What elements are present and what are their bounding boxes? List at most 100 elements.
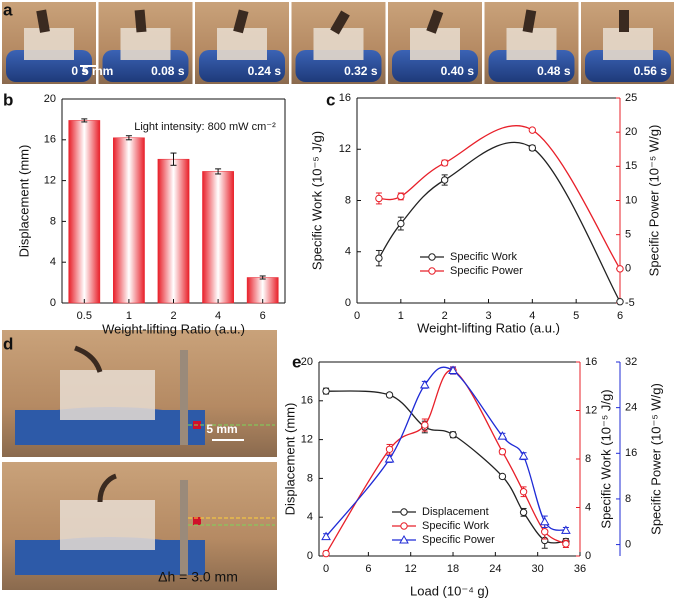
x-tick-label: 6 — [260, 310, 266, 322]
x-tick-label: 0.5 — [77, 310, 92, 322]
x-tick-label: 4 — [215, 310, 221, 322]
axis-label: Weight-lifting Ratio (a.u.) — [417, 320, 560, 335]
time-label: 0 s — [71, 64, 88, 78]
y-tick-label: 24 — [625, 402, 637, 414]
axis-label: Specific Power (10⁻⁵ W/g) — [646, 125, 661, 277]
x-tick-label: 1 — [126, 310, 132, 322]
time-label: 0.08 s — [151, 64, 185, 78]
y-tick-label: 25 — [625, 92, 637, 104]
axis-label: Displacement (mm) — [16, 145, 31, 258]
scale-label: 5 mm — [206, 422, 237, 436]
marker — [385, 445, 394, 453]
film — [97, 473, 117, 503]
x-tick-label: 5 — [573, 310, 579, 322]
y-tick-label: 4 — [345, 246, 351, 258]
y-tick-label: 0 — [345, 297, 351, 309]
film — [74, 345, 103, 373]
y-tick-label: 0 — [50, 297, 56, 309]
bar — [113, 137, 145, 304]
axis-label: Specific Work (10⁻⁵ J/g) — [309, 131, 324, 270]
series-line — [378, 141, 621, 303]
bar — [157, 158, 190, 304]
gel — [603, 28, 653, 60]
y-tick-label: 12 — [301, 434, 313, 446]
film — [233, 9, 249, 34]
y-tick-label: 15 — [625, 160, 637, 172]
film — [134, 9, 147, 33]
y-tick-label: 20 — [301, 356, 313, 368]
panel-label: a — [3, 0, 13, 19]
x-tick-label: 36 — [574, 563, 586, 575]
marker — [428, 253, 436, 261]
y-tick-label: 16 — [339, 92, 351, 104]
legend-label: Specific Work — [422, 520, 490, 532]
gel — [60, 500, 155, 550]
y-tick-label: 0 — [625, 538, 631, 550]
rod — [180, 350, 188, 445]
x-tick-label: 0 — [354, 310, 360, 322]
marker — [193, 517, 201, 525]
error-bar — [215, 168, 222, 175]
series-line — [378, 124, 621, 270]
y-tick-label: 20 — [625, 126, 637, 138]
legend-label: Specific Power — [450, 265, 523, 277]
annotation: Light intensity: 800 mW cm⁻² — [134, 121, 276, 133]
x-tick-label: 6 — [617, 310, 623, 322]
y-tick-label: 32 — [625, 356, 637, 368]
marker — [528, 144, 537, 152]
error-bar — [259, 275, 266, 280]
y-tick-label: 16 — [44, 134, 56, 146]
y-tick-label: 10 — [625, 194, 637, 206]
marker — [440, 159, 449, 167]
y-tick-label: 8 — [345, 194, 351, 206]
gel — [60, 370, 155, 420]
legend-label: Specific Power — [422, 534, 495, 546]
marker — [498, 472, 507, 481]
y-tick-label: 20 — [44, 93, 56, 105]
axis-label: Specific Power (10⁻⁵ W/g) — [648, 383, 663, 535]
x-tick-label: 18 — [447, 563, 459, 575]
marker — [400, 522, 408, 530]
marker — [519, 508, 528, 517]
error-bar — [125, 135, 132, 141]
panel-label: d — [3, 334, 13, 353]
axis-label: Specific Work (10⁻⁵ J/g) — [598, 389, 613, 528]
rod — [180, 480, 188, 575]
y-tick-label: 0 — [625, 263, 631, 275]
marker — [528, 126, 537, 134]
gel — [120, 28, 171, 60]
delta-h-label: Δh = 3.0 mm — [158, 569, 238, 585]
x-tick-label: 3 — [485, 310, 491, 322]
marker — [400, 508, 408, 516]
film — [522, 9, 537, 33]
time-label: 0.56 s — [634, 64, 668, 78]
marker — [385, 391, 394, 399]
marker — [321, 531, 331, 541]
marker — [449, 431, 457, 439]
error-bar — [170, 152, 177, 166]
y-tick-label: 12 — [585, 404, 597, 416]
x-tick-label: 2 — [442, 310, 448, 322]
y-tick-label: 4 — [585, 501, 591, 513]
marker — [397, 192, 405, 201]
axis-label: Load (10⁻⁴ g) — [410, 583, 489, 598]
film — [619, 10, 629, 32]
y-tick-label: 16 — [301, 395, 313, 407]
marker — [448, 365, 458, 375]
marker — [375, 254, 383, 262]
marker — [397, 219, 405, 228]
x-tick-label: 1 — [398, 310, 404, 322]
y-tick-label: 4 — [50, 256, 56, 268]
y-tick-label: 16 — [585, 356, 597, 368]
x-tick-label: 0 — [323, 563, 329, 575]
legend-label: Displacement — [422, 506, 489, 518]
y-tick-label: -5 — [625, 297, 635, 309]
y-tick-label: 5 — [625, 229, 631, 241]
y-tick-label: 8 — [307, 472, 313, 484]
marker — [322, 549, 330, 558]
y-tick-label: 12 — [44, 175, 56, 187]
gel — [217, 28, 267, 60]
y-tick-label: 4 — [307, 511, 313, 523]
axis-label: Weight-lifting Ratio (a.u.) — [102, 321, 245, 336]
